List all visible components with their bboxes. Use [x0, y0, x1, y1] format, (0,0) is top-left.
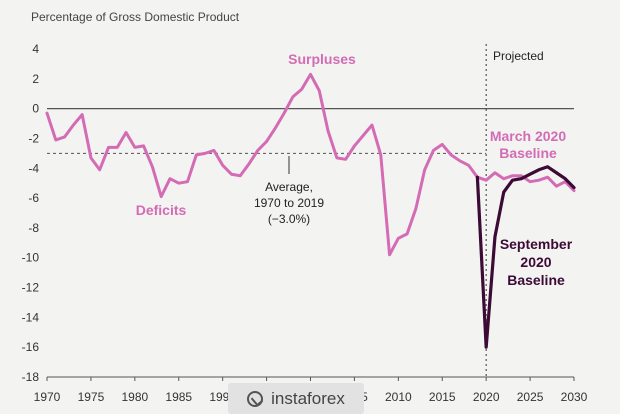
y-tick-label: -4	[28, 161, 39, 175]
x-tick-label: 2015	[429, 390, 456, 404]
annotation-average-line1: Average,	[265, 180, 313, 194]
y-tick-label: -18	[22, 370, 40, 384]
x-tick-label: 2030	[561, 390, 588, 404]
y-tick-label: 0	[32, 102, 39, 116]
annotation-surpluses: Surpluses	[288, 51, 356, 67]
x-tick-label: 2020	[473, 390, 500, 404]
x-tick-label: 1970	[34, 390, 61, 404]
x-tick-label: 1985	[165, 390, 192, 404]
annotation-march-line1: March 2020	[490, 128, 566, 144]
annotation-projected: Projected	[493, 49, 544, 63]
y-tick-label: -10	[22, 251, 40, 265]
annotation-deficits: Deficits	[136, 202, 187, 218]
y-tick-label: -6	[28, 191, 39, 205]
series-line-march-2020	[45, 72, 576, 257]
y-tick-label: -14	[22, 310, 40, 324]
annotation-march-line2: Baseline	[499, 145, 557, 161]
series-line-september-2020	[475, 165, 576, 349]
y-tick-labels: 4 2 0 -2 -4 -6 -8 -10 -12 -14 -16 -18	[22, 42, 40, 384]
y-axis-label: Percentage of Gross Domestic Product	[31, 10, 240, 24]
y-tick-label: -8	[28, 221, 39, 235]
x-tick-label: 2010	[385, 390, 412, 404]
annotation-average-line3: (−3.0%)	[268, 212, 310, 226]
watermark-text: instaforex	[271, 388, 345, 408]
x-tick-label: 2025	[517, 390, 544, 404]
x-tick-label: 1975	[78, 390, 105, 404]
y-tick-label: 4	[32, 42, 39, 56]
watermark: instaforex	[228, 383, 364, 414]
y-tick-label: -2	[28, 131, 39, 145]
annotation-average-line2: 1970 to 2019	[254, 196, 324, 210]
annotation-september-line1: September	[500, 236, 573, 252]
y-tick-label: -12	[22, 281, 40, 295]
y-tick-label: 2	[32, 72, 39, 86]
annotation-september-line3: Baseline	[507, 272, 565, 288]
y-tick-label: -16	[22, 340, 40, 354]
annotation-september-line2: 2020	[520, 254, 551, 270]
instaforex-logo-icon	[247, 390, 264, 407]
x-tick-label: 1980	[121, 390, 148, 404]
